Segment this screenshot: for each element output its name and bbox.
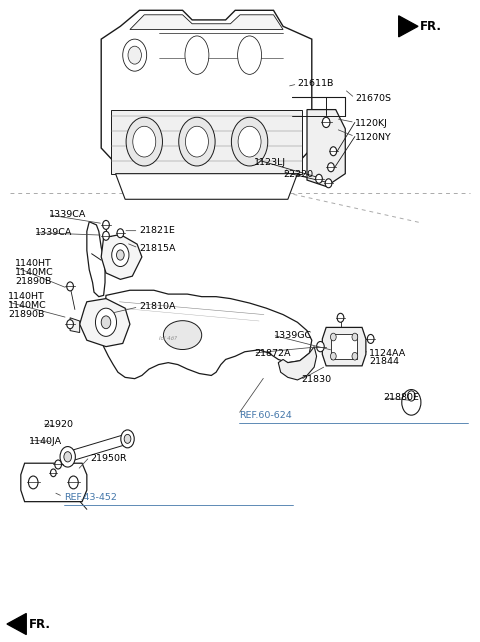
Polygon shape bbox=[331, 334, 357, 360]
Circle shape bbox=[408, 391, 415, 401]
Text: 1339GC: 1339GC bbox=[274, 331, 312, 340]
Circle shape bbox=[238, 126, 261, 157]
Text: REF.60-624: REF.60-624 bbox=[239, 412, 292, 421]
Text: 1124AA: 1124AA bbox=[369, 349, 407, 358]
Polygon shape bbox=[323, 327, 366, 366]
Ellipse shape bbox=[238, 36, 262, 74]
Text: 21880E: 21880E bbox=[384, 394, 420, 403]
Text: REF.43-452: REF.43-452 bbox=[64, 493, 117, 502]
Text: 21920: 21920 bbox=[43, 421, 73, 429]
Circle shape bbox=[69, 476, 78, 489]
Circle shape bbox=[330, 147, 336, 156]
Text: 1140HT: 1140HT bbox=[15, 259, 52, 268]
Circle shape bbox=[325, 178, 332, 187]
Text: 21830: 21830 bbox=[301, 376, 331, 385]
Circle shape bbox=[101, 316, 111, 329]
Circle shape bbox=[121, 430, 134, 448]
Text: 21872A: 21872A bbox=[254, 349, 291, 358]
Polygon shape bbox=[399, 16, 418, 37]
Circle shape bbox=[317, 342, 324, 352]
Text: 1120NY: 1120NY bbox=[355, 134, 392, 143]
Circle shape bbox=[60, 447, 75, 467]
Text: FR.: FR. bbox=[28, 618, 50, 630]
Text: 21890B: 21890B bbox=[8, 310, 45, 319]
Circle shape bbox=[352, 352, 358, 360]
Polygon shape bbox=[130, 15, 283, 30]
Circle shape bbox=[50, 469, 56, 476]
Text: lol 4ö?: lol 4ö? bbox=[159, 336, 177, 342]
Polygon shape bbox=[307, 110, 345, 186]
Polygon shape bbox=[70, 318, 80, 333]
Polygon shape bbox=[111, 110, 302, 173]
Polygon shape bbox=[80, 299, 130, 347]
Polygon shape bbox=[101, 290, 312, 379]
Polygon shape bbox=[67, 434, 128, 462]
Text: 21844: 21844 bbox=[369, 358, 399, 367]
Text: 1120KJ: 1120KJ bbox=[355, 119, 388, 128]
Circle shape bbox=[179, 117, 215, 166]
Circle shape bbox=[28, 476, 38, 489]
Text: 21950R: 21950R bbox=[91, 454, 127, 463]
Polygon shape bbox=[278, 347, 317, 380]
Circle shape bbox=[352, 333, 358, 341]
Circle shape bbox=[117, 250, 124, 260]
Text: 1140JA: 1140JA bbox=[29, 437, 62, 446]
Polygon shape bbox=[21, 464, 87, 501]
Circle shape bbox=[337, 313, 344, 322]
Circle shape bbox=[323, 117, 330, 128]
Circle shape bbox=[55, 460, 61, 469]
Circle shape bbox=[124, 435, 131, 444]
Circle shape bbox=[316, 174, 323, 183]
Circle shape bbox=[123, 39, 147, 71]
Text: 22320: 22320 bbox=[283, 170, 313, 180]
Text: 21670S: 21670S bbox=[355, 94, 391, 103]
Circle shape bbox=[367, 334, 374, 343]
Ellipse shape bbox=[185, 36, 209, 74]
Text: 21815A: 21815A bbox=[140, 244, 176, 253]
Text: 21611B: 21611B bbox=[298, 80, 334, 89]
Circle shape bbox=[185, 126, 208, 157]
Circle shape bbox=[67, 282, 73, 291]
Polygon shape bbox=[101, 10, 312, 173]
Circle shape bbox=[330, 333, 336, 341]
Text: 21810A: 21810A bbox=[140, 302, 176, 311]
Ellipse shape bbox=[163, 321, 202, 349]
Text: 1140MC: 1140MC bbox=[8, 301, 47, 310]
Text: 1339CA: 1339CA bbox=[48, 210, 86, 219]
Circle shape bbox=[103, 231, 109, 240]
Text: 21890B: 21890B bbox=[15, 277, 51, 286]
Circle shape bbox=[128, 46, 142, 64]
Polygon shape bbox=[7, 614, 26, 634]
Circle shape bbox=[96, 308, 117, 336]
Circle shape bbox=[64, 452, 72, 462]
Circle shape bbox=[103, 220, 109, 229]
Circle shape bbox=[330, 352, 336, 360]
Circle shape bbox=[133, 126, 156, 157]
Circle shape bbox=[67, 320, 73, 329]
Circle shape bbox=[117, 229, 124, 238]
Text: 1339CA: 1339CA bbox=[35, 228, 72, 237]
Polygon shape bbox=[101, 234, 142, 279]
Text: FR.: FR. bbox=[420, 20, 442, 33]
Circle shape bbox=[231, 117, 268, 166]
Text: 1140HT: 1140HT bbox=[8, 292, 45, 301]
Text: 1123LJ: 1123LJ bbox=[254, 158, 287, 167]
Polygon shape bbox=[87, 221, 105, 297]
Circle shape bbox=[402, 390, 421, 415]
Circle shape bbox=[112, 243, 129, 266]
Polygon shape bbox=[116, 173, 298, 199]
Circle shape bbox=[126, 117, 162, 166]
Text: 1140MC: 1140MC bbox=[15, 268, 54, 277]
Text: 21821E: 21821E bbox=[140, 226, 175, 235]
Circle shape bbox=[327, 163, 334, 172]
